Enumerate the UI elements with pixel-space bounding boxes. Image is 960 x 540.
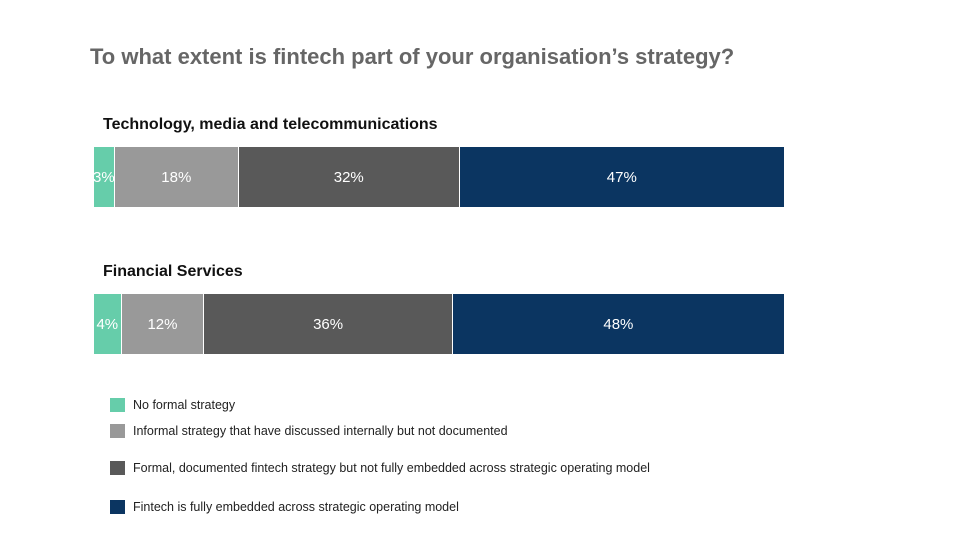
legend-item-formal-strategy: Formal, documented fintech strategy but … <box>110 461 650 475</box>
legend-label: Informal strategy that have discussed in… <box>133 424 508 438</box>
data-label: 32% <box>333 168 364 186</box>
legend-label: No formal strategy <box>133 398 236 412</box>
stacked-bar-tmt: 3% 18% 32% 47% <box>94 147 784 207</box>
chart-title: To what extent is fintech part of your o… <box>90 44 735 69</box>
data-label: 3% <box>94 168 115 186</box>
data-label: 47% <box>606 168 637 186</box>
legend-item-no-formal-strategy: No formal strategy <box>110 398 235 412</box>
group-title-financial-services: Financial Services <box>103 263 243 280</box>
data-label: 18% <box>161 168 192 186</box>
legend-item-informal-strategy: Informal strategy that have discussed in… <box>110 424 508 438</box>
legend-swatch <box>110 500 125 514</box>
segment-fully-embedded: 47% <box>459 147 784 207</box>
legend-swatch <box>110 461 125 475</box>
segment-formal-strategy: 32% <box>238 147 460 207</box>
segment-informal-strategy: 18% <box>114 147 239 207</box>
legend-swatch <box>110 398 125 412</box>
stacked-bar-financial-services: 4% 12% 36% 48% <box>94 294 784 354</box>
data-label: 48% <box>603 315 634 333</box>
group-title-tmt: Technology, media and telecommunications <box>103 116 438 133</box>
segment-formal-strategy: 36% <box>204 294 453 354</box>
data-label: 4% <box>96 315 119 333</box>
segment-no-formal-strategy: 3% <box>94 147 115 207</box>
data-label: 36% <box>313 315 344 333</box>
segment-fully-embedded: 48% <box>452 294 784 354</box>
segment-no-formal-strategy: 4% <box>94 294 122 354</box>
legend-item-fully-embedded: Fintech is fully embedded across strateg… <box>110 500 459 514</box>
legend-swatch <box>110 424 125 438</box>
legend-label: Fintech is fully embedded across strateg… <box>133 500 459 514</box>
segment-informal-strategy: 12% <box>121 294 205 354</box>
legend-label: Formal, documented fintech strategy but … <box>133 461 650 475</box>
data-label: 12% <box>147 315 178 333</box>
